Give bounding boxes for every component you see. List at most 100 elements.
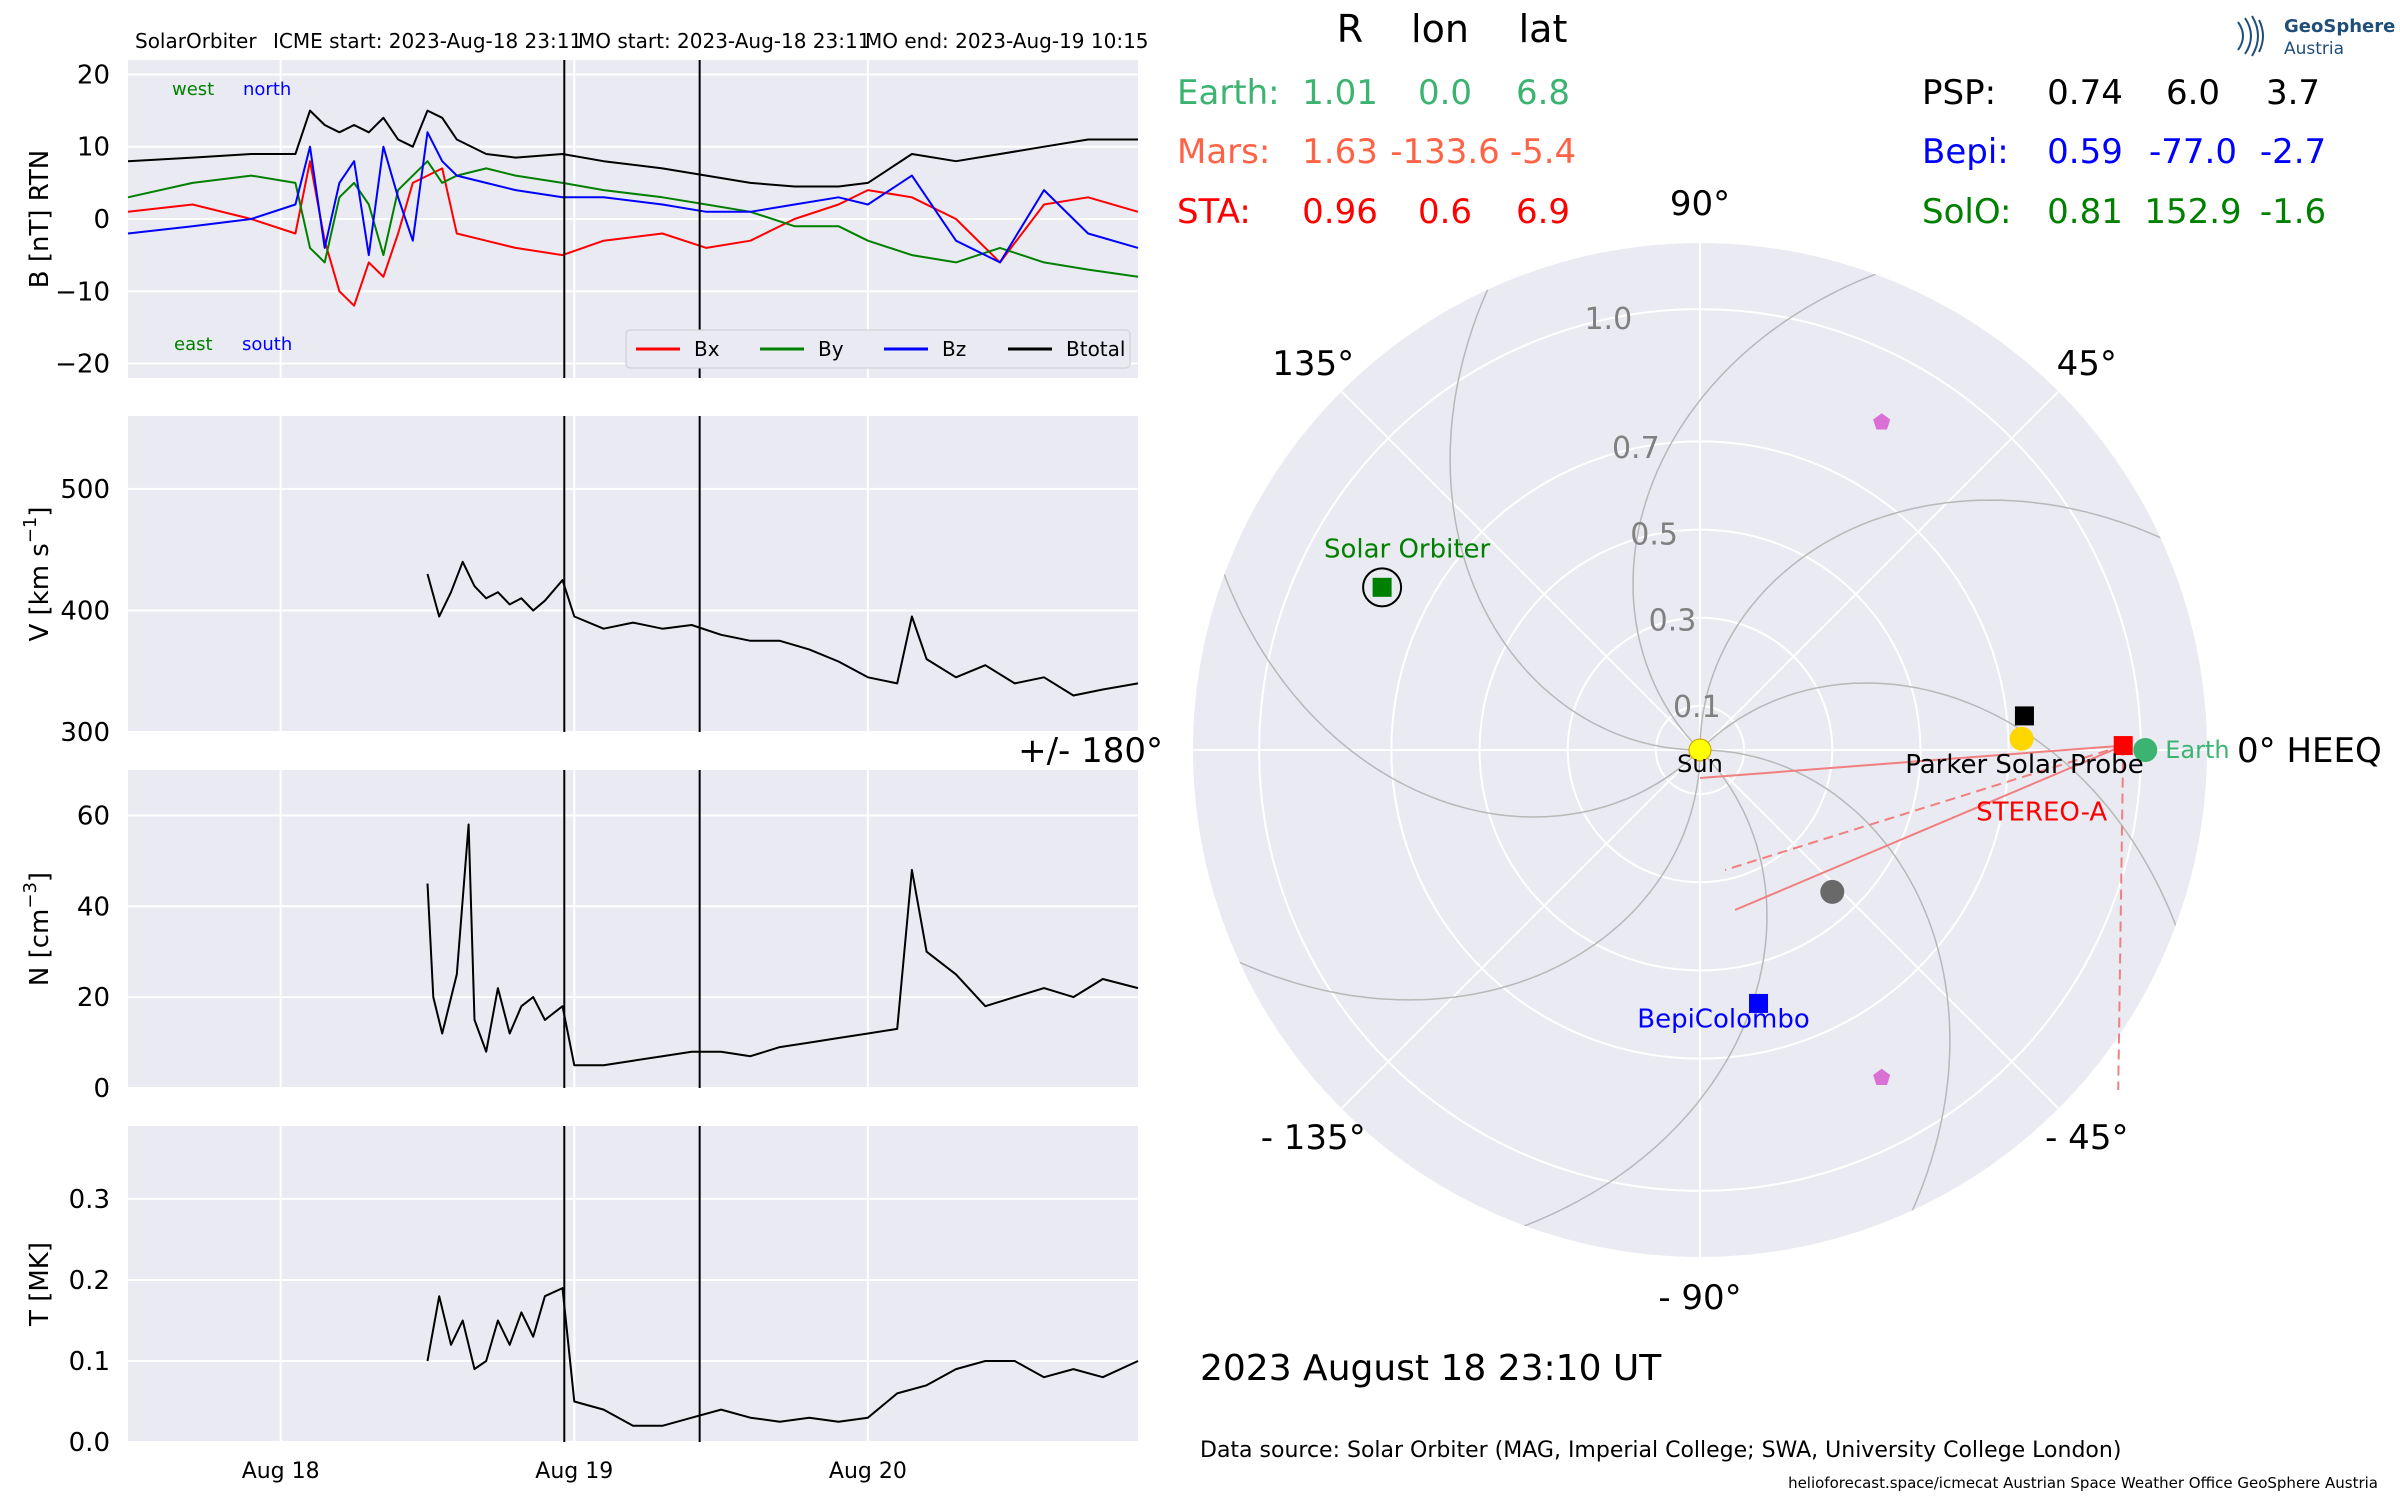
x-tick-label: Aug 19 [535, 1459, 613, 1484]
r-tick-label: 0.7 [1612, 431, 1660, 466]
panel-velocity: 500 400 300 V [km s−1] [20, 416, 1139, 748]
table-cell-r: 0.59 [2047, 132, 2123, 172]
plot-background [128, 416, 1138, 732]
parker-spiral-line [1449, 243, 1700, 751]
y-tick-label: 300 [60, 718, 110, 748]
angle-label: - 90° [1658, 1278, 1741, 1318]
solar-orbiter-highlight-ring [1362, 567, 1403, 608]
header: SolarOrbiter ICME start: 2023-Aug-18 23:… [135, 29, 1149, 53]
angular-spoke [1699, 390, 2060, 751]
plot-background [128, 770, 1138, 1088]
pentagon-2-marker [1873, 1068, 1891, 1085]
parker-solar-probe-marker [2014, 706, 2034, 726]
angle-label: 45° [2057, 344, 2117, 384]
table-cell-lat: -1.6 [2260, 192, 2326, 232]
y-tick-label: 60 [77, 801, 110, 831]
mo-end-label: MO end: 2023-Aug-19 10:15 [865, 29, 1149, 53]
y-tick-label: 0 [93, 205, 110, 235]
legend-label-Bx: Bx [694, 337, 720, 361]
parker-spiral-line [1699, 682, 2206, 1041]
annotation-north: north [243, 79, 291, 100]
pentagon-1-marker [1873, 413, 1891, 430]
x-tick-label: Aug 20 [829, 1459, 907, 1484]
r-tick-label: 0.1 [1673, 690, 1721, 725]
y-axis-label: N [cm−3] [20, 872, 55, 986]
r-tick-label: 0.5 [1630, 517, 1678, 552]
y-axis-label: T [MK] [25, 1242, 55, 1327]
sun-label: Sun [1677, 750, 1723, 778]
stereo-a-fov-lines [1699, 744, 2125, 1091]
earth-label: Earth [2165, 736, 2229, 764]
bepicolombo-marker [1749, 993, 1769, 1013]
parker-spiral-line [1193, 750, 1701, 1001]
y-tick-label: 40 [77, 892, 110, 922]
table-row-name: Mars: [1177, 132, 1270, 172]
fov-line [1734, 744, 2124, 911]
y-axis-label: V [km s−1] [20, 506, 55, 641]
table-row-name: Earth: [1177, 73, 1280, 113]
y-tick-label: −10 [55, 277, 110, 307]
y-tick-label: 0.0 [69, 1428, 110, 1458]
table-row-name: PSP: [1922, 73, 1996, 113]
angular-spoke [1340, 390, 1701, 751]
stereo-a-marker [2113, 736, 2133, 756]
table-cell-lon: 0.0 [1418, 73, 1472, 113]
stereo-a-label: STEREO-A [1976, 798, 2107, 828]
data-source: Data source: Solar Orbiter (MAG, Imperia… [1200, 1438, 2121, 1463]
logo-line1: GeoSphere [2284, 16, 2395, 37]
parker-spiral-line [1409, 749, 1768, 1256]
parker-solar-probe-label: Parker Solar Probe [1905, 750, 2143, 780]
y-tick-label: 0 [93, 1074, 110, 1104]
earth-marker [2133, 738, 2158, 762]
series-line-Btotal [127, 109, 1138, 188]
angular-spoke [1340, 749, 1701, 1110]
fov-line-dashed [1724, 744, 2124, 871]
y-tick-label: 500 [60, 475, 110, 505]
table-cell-lon: 0.6 [1418, 192, 1472, 232]
legend-box [625, 329, 1131, 369]
plot-background [128, 1126, 1138, 1442]
parker-spiral-line [1194, 459, 1701, 818]
panel-magnetic_field: 20 10 0 −10 −20 B [nT] RTN west north east south B… [25, 60, 1139, 380]
table-cell-lat: 6.8 [1516, 73, 1570, 113]
mo-start-label: MO start: 2023-Aug-18 23:11 [578, 29, 870, 53]
sun-marker [1688, 738, 1712, 762]
time-series-panels: 20 10 0 −10 −20 B [nT] RTN west north east south B… [20, 60, 1139, 1484]
table-cell-lon: -77.0 [2149, 132, 2237, 172]
spacecraft-label: SolarOrbiter [135, 29, 257, 53]
parker-spiral-line [1699, 499, 2207, 750]
timestamp: 2023 August 18 23:10 UT [1200, 1348, 1662, 1389]
table-row-name: Bepi: [1922, 132, 2009, 172]
table-cell-r: 0.74 [2047, 73, 2123, 113]
fov-line-dashed [2117, 745, 2125, 1091]
y-tick-label: 0.3 [69, 1185, 110, 1215]
series-line-Bz [127, 131, 1139, 264]
orbit-polar-plot: 0.1 0.3 0.5 0.7 1.0 0° HEEQ 45° 90° 135° +/- 180°… [1018, 184, 2382, 1318]
y-tick-label: 10 [77, 133, 110, 163]
table-row-name: STA: [1177, 192, 1251, 232]
parker-spirals [1193, 243, 2207, 1257]
table-cell-lat: 6.9 [1516, 192, 1570, 232]
table-cell-r: 0.96 [1302, 192, 1378, 232]
table-cell-lat: 3.7 [2266, 73, 2320, 113]
legend-label-Btotal: Btotal [1066, 337, 1125, 361]
bepicolombo-label: BepiColombo [1637, 1004, 1810, 1034]
angle-label: +/- 180° [1018, 731, 1163, 771]
panel-temperature: 0.3 0.2 0.1 0.0 T [MK] Aug 18 Aug 19 Aug 20 [25, 1126, 1139, 1484]
table-cell-lon: 6.0 [2166, 73, 2220, 113]
mercury-marker [1820, 879, 1845, 904]
y-tick-label: 20 [77, 983, 110, 1013]
series-line-Bx [127, 160, 1139, 307]
y-tick-label: 400 [60, 596, 110, 626]
r-tick-label: 0.3 [1649, 604, 1697, 639]
table-header-r: R [1337, 7, 1363, 51]
angle-label: 135° [1272, 344, 1354, 384]
angle-label: 0° HEEQ [2237, 731, 2382, 771]
parker-spiral-line [1632, 244, 1991, 751]
annotation-south: south [242, 334, 292, 355]
logo-line2: Austria [2284, 39, 2344, 59]
angle-label: 90° [1670, 184, 1730, 224]
table-cell-lon: -133.6 [1390, 132, 1500, 172]
